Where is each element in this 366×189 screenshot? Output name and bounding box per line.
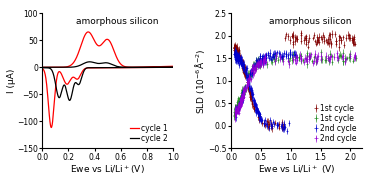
Line: cycle 2: cycle 2 bbox=[42, 62, 173, 100]
cycle 1 bbox=[90, 35, 94, 37]
cycle 1 bbox=[43, 66, 48, 68]
cycle 1 bbox=[52, 98, 57, 100]
Legend: cycle 1, cycle 2: cycle 1, cycle 2 bbox=[128, 122, 169, 145]
Legend: 1st cycle, 1st cycle, 2nd cycle, 2nd cycle: 1st cycle, 1st cycle, 2nd cycle, 2nd cyc… bbox=[313, 102, 359, 145]
cycle 1 bbox=[154, 66, 159, 68]
cycle 2 bbox=[166, 66, 171, 68]
cycle 2 bbox=[124, 66, 128, 69]
Y-axis label: I (μA): I (μA) bbox=[7, 69, 16, 93]
cycle 2 bbox=[87, 61, 92, 63]
Text: amorphous silicon: amorphous silicon bbox=[269, 17, 351, 26]
X-axis label: Ewe vs Li/Li$^+$(V): Ewe vs Li/Li$^+$(V) bbox=[70, 163, 145, 176]
X-axis label: Ewe vs Li/Li$^+$ (V): Ewe vs Li/Li$^+$ (V) bbox=[258, 163, 336, 176]
Line: cycle 1: cycle 1 bbox=[42, 32, 173, 128]
cycle 1 bbox=[124, 67, 128, 69]
cycle 2 bbox=[90, 61, 94, 63]
cycle 2 bbox=[43, 66, 48, 68]
cycle 1 bbox=[166, 66, 171, 68]
cycle 2 bbox=[67, 99, 72, 101]
cycle 1 bbox=[86, 31, 90, 33]
Y-axis label: SLD (10$^{-6}$Å$^{-2}$): SLD (10$^{-6}$Å$^{-2}$) bbox=[193, 48, 207, 114]
cycle 1 bbox=[171, 65, 176, 67]
cycle 1 bbox=[171, 66, 176, 68]
cycle 1 bbox=[49, 126, 53, 129]
cycle 2 bbox=[171, 66, 176, 68]
cycle 2 bbox=[154, 66, 159, 68]
Text: amorphous silicon: amorphous silicon bbox=[76, 17, 158, 26]
cycle 2 bbox=[52, 77, 57, 79]
cycle 2 bbox=[171, 66, 176, 68]
